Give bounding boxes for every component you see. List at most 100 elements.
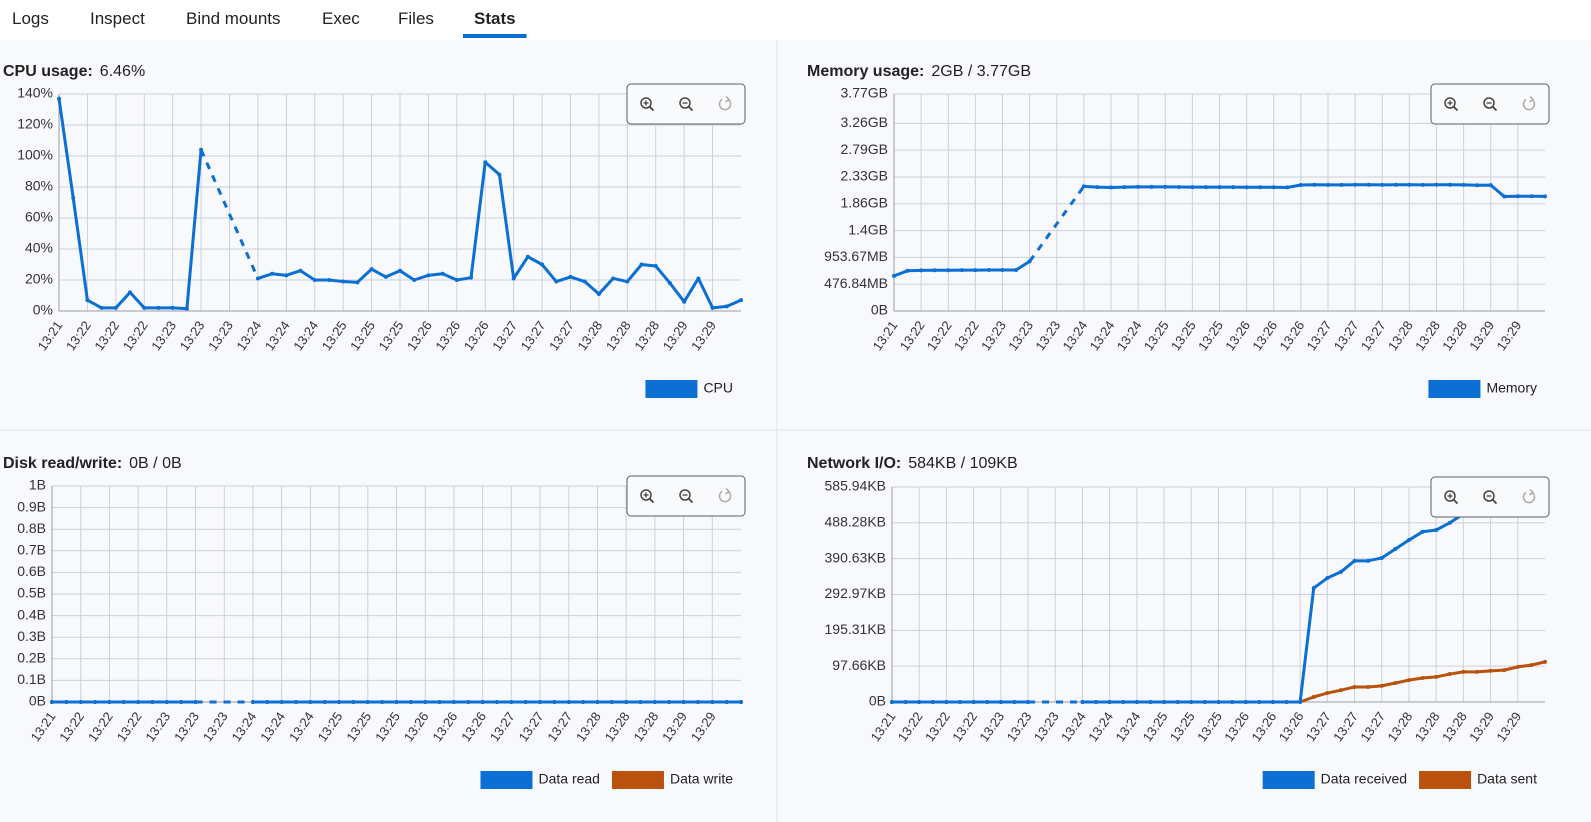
tab[interactable]: Bind mounts (186, 9, 281, 28)
data-point (1434, 674, 1439, 679)
legend-label: CPU (703, 380, 733, 396)
data-point (1312, 182, 1317, 187)
data-point (1285, 185, 1290, 190)
data-point (724, 304, 729, 309)
data-point (1012, 700, 1017, 704)
data-point (50, 700, 54, 704)
data-point (959, 268, 964, 273)
x-tick-label: 13:25 (376, 318, 407, 353)
x-tick-label: 13:26 (404, 318, 435, 353)
x-tick-label: 13:26 (1221, 709, 1252, 744)
tab[interactable]: Files (398, 9, 434, 28)
data-point (57, 96, 61, 101)
x-tick-label: 13:23 (200, 709, 231, 744)
data-point (1326, 182, 1330, 187)
reset-zoom-button[interactable] (1522, 95, 1536, 111)
data-point (164, 700, 169, 704)
data-point (1420, 182, 1425, 187)
data-point (1406, 678, 1411, 683)
data-point (1406, 538, 1411, 543)
chart-summary: 2GB / 3.77GB (931, 63, 1031, 80)
data-point (681, 700, 686, 704)
legend-swatch (1428, 380, 1481, 398)
data-point (892, 273, 896, 278)
x-tick-label: 13:24 (1085, 709, 1116, 744)
x-tick-label: 13:28 (1412, 709, 1443, 744)
data-point (1258, 185, 1263, 190)
data-point (1325, 691, 1330, 696)
y-tick-label: 0.4B (17, 606, 46, 622)
x-tick-label: 13:24 (257, 709, 288, 744)
y-tick-label: 0.1B (17, 671, 46, 687)
data-point (483, 160, 488, 165)
zoom-out-button[interactable] (679, 489, 694, 504)
data-point (1231, 185, 1236, 190)
tab[interactable]: Exec (322, 9, 360, 28)
x-tick-label: 13:28 (631, 318, 662, 353)
icon (718, 490, 732, 503)
legend-label: Data read (538, 771, 599, 787)
x-tick-label: 13:29 (1493, 318, 1524, 353)
data-point (1311, 586, 1316, 591)
data-point (1379, 555, 1384, 560)
x-tick-label: 13:21 (868, 709, 899, 744)
data-point (284, 273, 289, 278)
y-tick-label: 292.97KB (825, 585, 887, 601)
reset-zoom-button[interactable] (1522, 488, 1536, 504)
y-tick-label: 0% (33, 302, 53, 318)
data-point (1080, 700, 1085, 704)
zoom-out-button[interactable] (1483, 97, 1498, 112)
data-point (609, 700, 614, 704)
x-tick-label: 13:27 (518, 318, 549, 353)
y-tick-label: 120% (17, 116, 53, 132)
tab[interactable]: Stats (474, 9, 516, 28)
icon (687, 105, 694, 112)
icon (648, 497, 655, 504)
data-point (1175, 700, 1180, 704)
zoom-in-button[interactable] (640, 97, 655, 112)
data-point (294, 700, 299, 704)
data-point (1488, 668, 1493, 673)
x-tick-label: 13:29 (659, 709, 690, 744)
data-point (525, 254, 530, 259)
y-tick-label: 40% (25, 240, 53, 256)
icon (1522, 491, 1536, 504)
data-point (509, 700, 514, 704)
tab[interactable]: Inspect (90, 9, 145, 28)
data-point (1461, 182, 1466, 187)
data-point (1298, 700, 1303, 704)
zoom-panel (626, 83, 746, 125)
zoom-panel (626, 475, 746, 517)
data-point (596, 291, 601, 296)
x-tick-label: 13:27 (1357, 709, 1388, 744)
tab[interactable]: Logs (12, 9, 49, 28)
data-point (1447, 672, 1452, 677)
zoom-in-button[interactable] (640, 489, 655, 504)
zoom-out-button[interactable] (679, 97, 694, 112)
icon (1452, 498, 1459, 505)
x-tick-label: 13:28 (602, 709, 633, 744)
data-point (1095, 185, 1100, 190)
zoom-in-button[interactable] (1444, 490, 1459, 505)
data-point (1529, 194, 1534, 199)
data-point (1366, 684, 1371, 689)
data-point (1202, 700, 1207, 704)
data-point (494, 700, 499, 704)
data-point (1203, 185, 1208, 190)
data-point (1515, 194, 1520, 199)
zoom-out-button[interactable] (1483, 490, 1498, 505)
data-point (1271, 185, 1276, 190)
data-point (625, 279, 630, 284)
data-point (279, 700, 284, 704)
zoom-in-button[interactable] (1444, 97, 1459, 112)
zoom-panel (1430, 476, 1550, 518)
icon (648, 105, 655, 112)
y-tick-label: 953.67MB (824, 248, 888, 264)
data-point (170, 305, 175, 310)
reset-zoom-button[interactable] (718, 487, 732, 503)
x-tick-label: 13:23 (171, 709, 202, 744)
data-point (1109, 185, 1113, 190)
reset-zoom-button[interactable] (718, 95, 732, 111)
data-point (523, 700, 528, 704)
